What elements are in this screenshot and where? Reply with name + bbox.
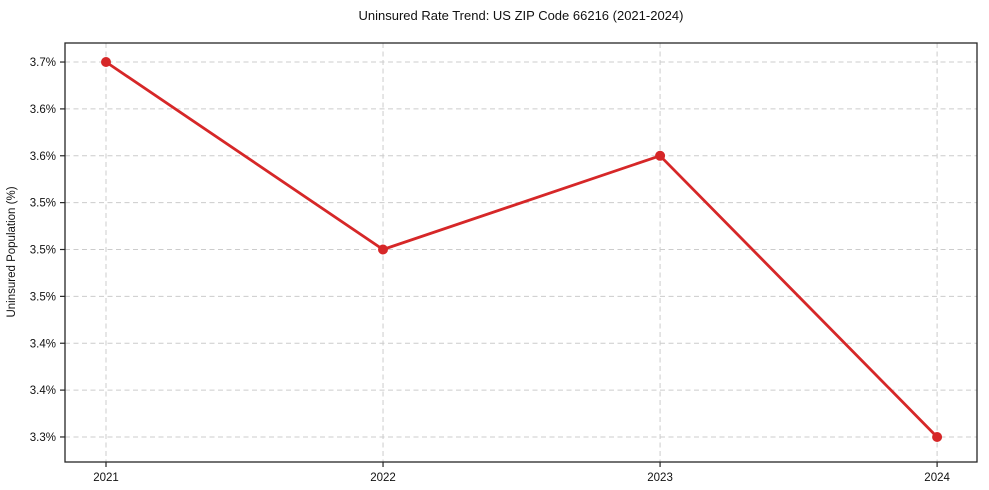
y-tick-label: 3.4%: [30, 338, 56, 350]
x-tick-label: 2021: [93, 472, 119, 484]
y-tick-label: 3.5%: [30, 198, 56, 210]
x-tick-label: 2022: [370, 472, 396, 484]
y-tick-label: 3.5%: [30, 291, 56, 303]
axes-layer: 3.7% 3.6% 3.6% 3.5% 3.5% 3.5% 3.4% 3.4% 3.3% 2021…: [30, 42, 978, 484]
y-tick-label: 3.4%: [30, 385, 56, 397]
y-tick-label: 3.3%: [30, 432, 56, 444]
chart-title: Uninsured Rate Trend: US ZIP Code 66216 …: [359, 8, 684, 23]
trend-series-layer: [101, 57, 943, 442]
y-tick-label: 3.6%: [30, 104, 56, 116]
x-tick-label: 2023: [647, 472, 673, 484]
trend-line: [104, 60, 939, 439]
y-tick-label: 3.5%: [30, 245, 56, 257]
data-point-2021: [101, 57, 111, 67]
data-point-2024: [932, 432, 943, 442]
y-tick-label: 3.7%: [30, 57, 56, 69]
y-axis-label: Uninsured Population (%): [6, 186, 18, 317]
grid-layer: [65, 43, 977, 462]
data-point-2022: [378, 244, 388, 255]
data-point-2023: [655, 150, 666, 161]
x-tick-label: 2024: [924, 472, 950, 484]
plot-frame: [64, 42, 978, 463]
y-tick-label: 3.6%: [30, 151, 56, 163]
